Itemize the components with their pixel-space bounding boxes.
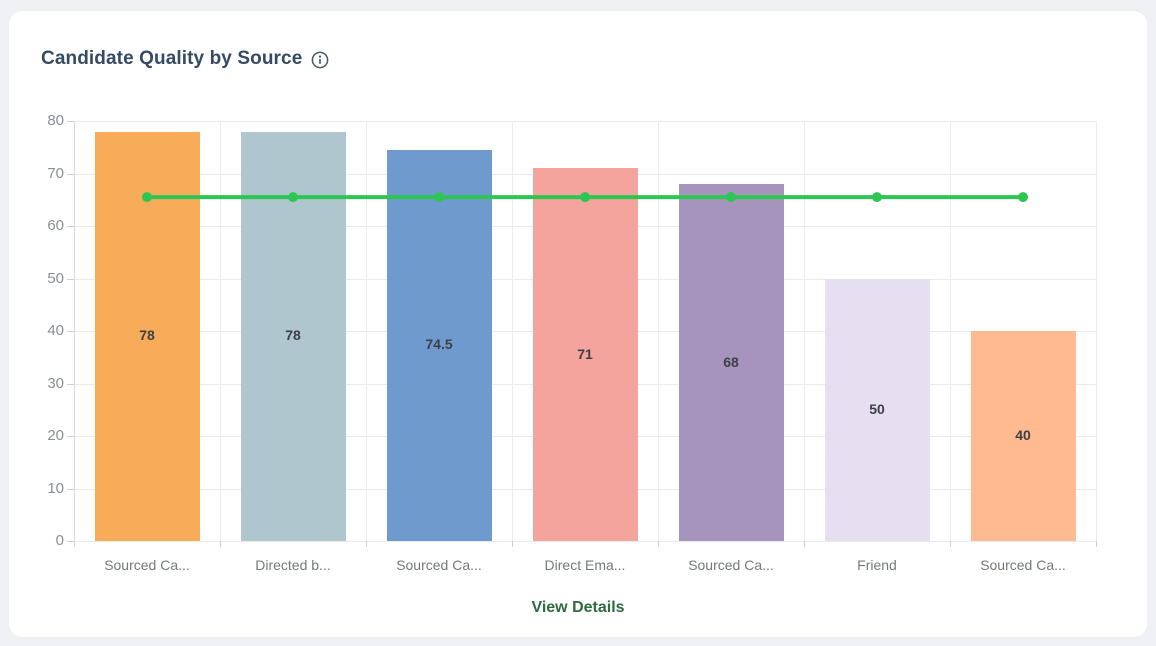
y-axis-tick-label: 80 (47, 112, 64, 129)
x-axis-tick (512, 541, 513, 547)
info-icon[interactable] (311, 51, 329, 69)
bar-chart: 0 10 20 30 40 50 60 70 80 78 Sourced Ca... 78 Direct… (47, 113, 1097, 573)
card-footer: View Details (9, 599, 1147, 621)
category-label: Sourced Ca... (688, 557, 774, 573)
y-axis-tick (67, 226, 74, 227)
y-axis-tick (67, 488, 74, 490)
y-axis-tick-label: 0 (55, 532, 64, 549)
category-label: Sourced Ca... (396, 557, 482, 573)
y-axis-tick (67, 541, 74, 542)
y-axis-tick (67, 436, 74, 437)
bar-value-label: 71 (577, 345, 593, 362)
x-axis-tick (1096, 541, 1097, 547)
category-label: Friend (857, 557, 897, 573)
gridline-vertical (366, 121, 367, 541)
bar-value-label: 68 (723, 353, 739, 370)
y-axis-tick (67, 331, 74, 332)
x-axis-tick (366, 541, 367, 547)
gridline-horizontal (74, 121, 1096, 122)
card-header: Candidate Quality by Source (41, 45, 329, 73)
y-axis-line (74, 121, 75, 541)
y-axis-tick-label: 30 (47, 374, 64, 392)
line-point (1018, 192, 1028, 203)
gridline-vertical (512, 121, 513, 541)
bar-value-label: 78 (285, 327, 301, 344)
bar-4[interactable] (532, 168, 638, 541)
view-details-link[interactable]: View Details (531, 599, 625, 616)
y-axis-tick-label: 50 (47, 269, 64, 287)
bar-3[interactable] (386, 149, 492, 541)
candidate-quality-card: Candidate Quality by Source 0 10 20 30 40 50 6… (8, 10, 1148, 638)
y-axis-tick (67, 121, 74, 122)
bar-value-label: 40 (1015, 427, 1031, 443)
gridline-horizontal (74, 541, 1096, 542)
y-axis-tick (67, 173, 74, 175)
line-point (872, 192, 882, 203)
category-label: Direct Ema... (544, 557, 626, 573)
bar-value-label: 74.5 (425, 336, 453, 353)
category-label: Sourced Ca... (104, 557, 190, 573)
y-axis-tick-label: 40 (47, 322, 64, 339)
gridline-vertical (950, 121, 951, 541)
category-label: Directed b... (255, 557, 331, 573)
x-axis-tick (220, 541, 221, 547)
page-title: Candidate Quality by Source (41, 48, 303, 69)
y-axis-tick-label: 20 (47, 427, 64, 444)
y-axis-tick-label: 10 (47, 479, 64, 497)
gridline-vertical (1096, 121, 1097, 541)
bar-value-label: 78 (139, 327, 155, 344)
x-axis-tick (950, 541, 951, 547)
bar-5[interactable] (678, 184, 784, 541)
bar-6[interactable] (824, 278, 930, 541)
bar-7[interactable] (970, 331, 1076, 541)
x-axis-tick (658, 541, 659, 547)
category-label: Sourced Ca... (980, 557, 1066, 573)
y-axis-tick-label: 60 (47, 217, 64, 234)
y-axis-tick (67, 383, 74, 385)
y-axis-tick (67, 278, 74, 280)
gridline-vertical (220, 121, 221, 541)
gridline-vertical (658, 121, 659, 541)
bar-value-label: 50 (869, 400, 885, 417)
gridline-vertical (804, 121, 805, 541)
y-axis-tick-label: 70 (47, 164, 64, 182)
x-axis-tick (74, 541, 75, 547)
x-axis-tick (804, 541, 805, 547)
